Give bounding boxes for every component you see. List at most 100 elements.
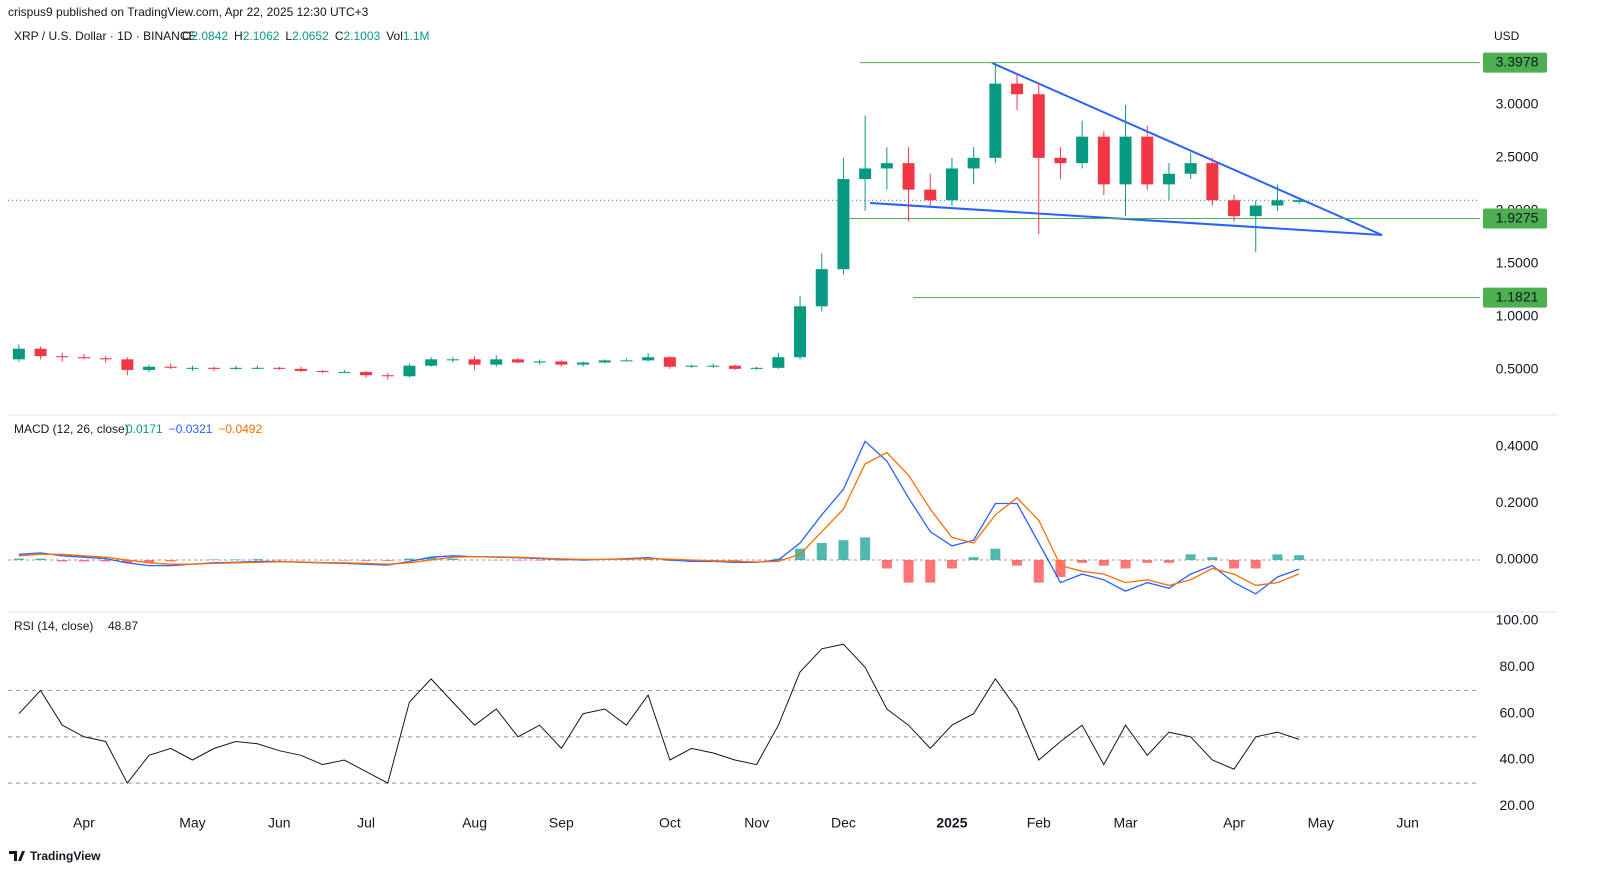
line [18, 451, 1300, 587]
x-tick-label: Apr [1223, 815, 1245, 831]
histogram-bar [534, 559, 545, 561]
pane-title: MACD (12, 26, close) [14, 422, 129, 436]
candle-body [707, 365, 720, 367]
y-tick-label: 0.0000 [1496, 551, 1539, 567]
candle-body [490, 359, 503, 365]
ohlc-value: 2.0842 [191, 29, 228, 43]
histogram-bar [144, 559, 155, 563]
x-tick-label: Feb [1027, 815, 1051, 831]
candle-body [924, 189, 937, 201]
candle-body [446, 359, 459, 361]
volume-value: 1.1M [403, 29, 430, 43]
y-tick-label: 1.5000 [1496, 255, 1539, 271]
histogram-bar [903, 559, 914, 583]
ohlc-letter: C [335, 29, 344, 43]
candle-body [1293, 200, 1306, 202]
level-label-bg [1483, 52, 1547, 73]
candle-body [294, 368, 307, 371]
ohlc-readout: O2.0842 H2.1062 L2.0652 C2.1003 Vol1.1M [182, 29, 430, 43]
histogram-bar [1098, 559, 1109, 566]
y-tick-label: 3.0000 [1496, 96, 1539, 112]
x-tick-label: May [1308, 815, 1334, 831]
histogram-bar [990, 548, 1001, 560]
logo-icon [9, 851, 25, 861]
ohlc-letter: H [234, 29, 243, 43]
candle-body [967, 157, 980, 169]
level-label-bg [1483, 208, 1547, 229]
histogram-bar [729, 559, 740, 561]
histogram-bar [382, 559, 393, 561]
histogram-bar [426, 557, 437, 560]
ohlc-value: 2.1003 [343, 29, 380, 43]
candle-body [381, 375, 394, 377]
x-tick-label: May [179, 815, 205, 831]
x-tick-label: Aug [462, 815, 487, 831]
candle-body [620, 360, 633, 362]
histogram-bar [1142, 559, 1153, 563]
x-tick-label: Jun [1396, 815, 1419, 831]
y-tick-label: 20.00 [1499, 797, 1534, 813]
candle-body [945, 168, 958, 201]
y-tick-label: 100.00 [1496, 612, 1539, 628]
histogram-bar [643, 559, 654, 560]
symbol-line: XRP / U.S. Dollar · 1D · BINANCE [14, 29, 196, 43]
histogram-bar [1055, 559, 1066, 577]
candle-body [338, 372, 351, 374]
histogram-bar [968, 557, 979, 560]
histogram-bar [1294, 555, 1305, 560]
candle-body [1162, 173, 1175, 185]
candle-body [1271, 200, 1284, 206]
candle-body [902, 163, 915, 190]
histogram-bar [230, 559, 241, 560]
histogram-bar [100, 559, 111, 562]
x-tick-label: Oct [659, 815, 681, 831]
candle-body [642, 357, 655, 361]
y-tick-label: 1.0000 [1496, 308, 1539, 324]
histogram-bar [1033, 559, 1044, 583]
histogram-bar [946, 559, 957, 569]
x-tick-label: Apr [73, 815, 95, 831]
histogram-bar [339, 559, 350, 561]
histogram-bar [1272, 554, 1283, 560]
currency: USD [1494, 29, 1520, 43]
candle-body [859, 168, 872, 180]
candle-body [77, 357, 90, 359]
candle-body [1249, 205, 1262, 217]
candle-body [34, 348, 47, 357]
level-label-bg [1483, 287, 1547, 308]
candle-body [989, 83, 1002, 158]
candle-body [1119, 136, 1132, 185]
candle-body [1184, 163, 1197, 174]
y-tick-label: 60.00 [1499, 704, 1534, 720]
candle-body [273, 367, 286, 369]
y-tick-label: 0.4000 [1496, 438, 1539, 454]
level-label: 1.1821 [1496, 288, 1539, 304]
level-label: 1.9275 [1496, 209, 1539, 225]
candle-body [750, 367, 763, 369]
candle-body [1011, 83, 1024, 95]
candle-body [229, 367, 242, 369]
x-tick-label: Mar [1113, 815, 1137, 831]
candle-body [815, 269, 828, 307]
candle-body [425, 359, 438, 366]
histogram-bar [252, 559, 263, 560]
histogram-bar [881, 559, 892, 569]
brand: TradingView [30, 849, 101, 863]
candle-body [511, 359, 524, 363]
y-tick-label: 0.2000 [1496, 494, 1539, 510]
x-tick-label: 2025 [936, 815, 967, 831]
histogram-bar [122, 559, 133, 563]
histogram-bar [1250, 559, 1261, 569]
histogram-bar [686, 559, 697, 562]
ohlc-value: 2.0652 [292, 29, 329, 43]
histogram-bar [78, 559, 89, 562]
candle-body [1054, 157, 1067, 164]
ohlc-letter: O [182, 29, 191, 43]
candle-body [577, 362, 590, 365]
x-tick-label: Nov [744, 815, 769, 831]
histogram-bar [1077, 559, 1088, 563]
volume-letter: Vol [386, 29, 403, 43]
x-tick-label: Dec [831, 815, 856, 831]
upper-trendline [991, 62, 1383, 236]
